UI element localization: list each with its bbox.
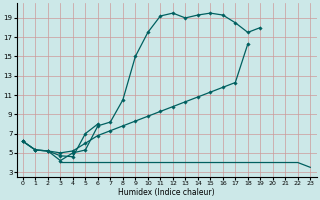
X-axis label: Humidex (Indice chaleur): Humidex (Indice chaleur) [118, 188, 215, 197]
